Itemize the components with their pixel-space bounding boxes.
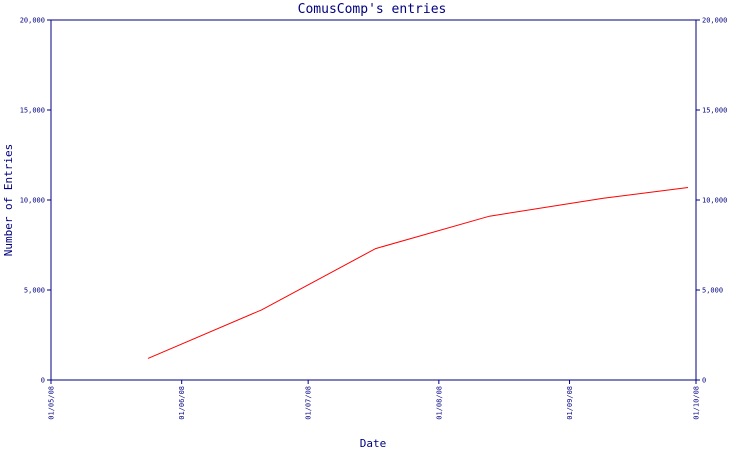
x-tick-label: 01/09/08 — [566, 386, 574, 420]
x-tick-label: 01/10/08 — [693, 386, 701, 420]
y-tick-label-right: 15,000 — [702, 107, 727, 115]
chart-title: ComusComp's entries — [298, 2, 447, 17]
x-tick-label: 01/07/08 — [305, 386, 313, 420]
x-axis: 01/05/08 01/06/08 01/07/08 01/08/08 01/09/08… — [48, 380, 701, 420]
y-axis-title: Number of Entries — [2, 144, 15, 257]
y-tick-label-right: 0 — [702, 377, 706, 385]
y-tick-label-right: 5,000 — [702, 287, 723, 295]
y-tick-label-right: 20,000 — [702, 17, 727, 25]
x-tick-label: 01/05/08 — [48, 386, 56, 420]
y-tick-label-right: 10,000 — [702, 197, 727, 205]
y-axis-left: 0 5,000 10,000 15,000 20,000 — [20, 17, 51, 385]
y-axis-right: 0 5,000 10,000 15,000 20,000 — [696, 17, 727, 385]
y-tick-label-left: 15,000 — [20, 107, 45, 115]
x-axis-title: Date — [360, 437, 387, 450]
y-tick-label-left: 10,000 — [20, 197, 45, 205]
x-tick-label: 01/08/08 — [435, 386, 443, 420]
x-tick-label: 01/06/08 — [178, 386, 186, 420]
y-tick-label-left: 20,000 — [20, 17, 45, 25]
series-line — [147, 187, 689, 359]
series-layer — [147, 187, 689, 359]
y-tick-label-left: 0 — [41, 377, 45, 385]
plot-frame — [50, 19, 697, 381]
y-tick-label-left: 5,000 — [24, 287, 45, 295]
